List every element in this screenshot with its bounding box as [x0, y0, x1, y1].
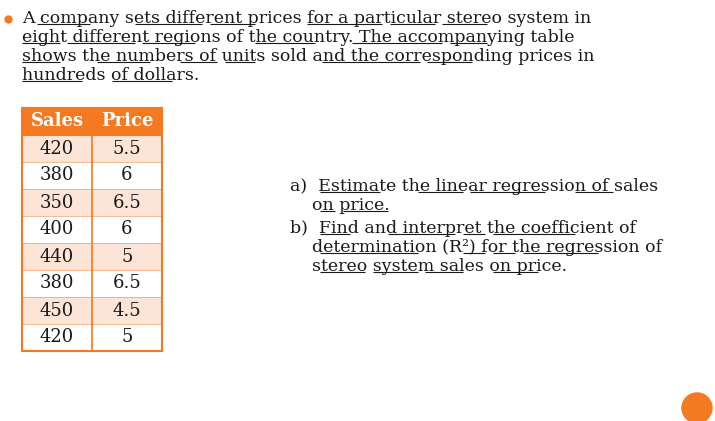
- Text: 4.5: 4.5: [113, 301, 142, 320]
- Bar: [22, 216, 162, 243]
- Text: 440: 440: [40, 248, 74, 266]
- Bar: [22, 108, 162, 351]
- Text: 6.5: 6.5: [113, 194, 142, 211]
- Circle shape: [682, 393, 712, 421]
- Text: 380: 380: [40, 274, 74, 293]
- Text: 6.5: 6.5: [113, 274, 142, 293]
- Bar: [22, 270, 162, 297]
- Text: 6: 6: [122, 221, 133, 239]
- Text: shows the numbers of units sold and the corresponding prices in: shows the numbers of units sold and the …: [22, 48, 594, 65]
- Text: b)  Find and interpret the coefficient of: b) Find and interpret the coefficient of: [290, 220, 636, 237]
- Text: a)  Estimate the linear regression of sales: a) Estimate the linear regression of sal…: [290, 178, 658, 195]
- Text: 5: 5: [122, 328, 133, 346]
- Text: determination (R²) for the regression of: determination (R²) for the regression of: [290, 239, 662, 256]
- Text: eight different regions of the country. The accompanying table: eight different regions of the country. …: [22, 29, 574, 46]
- Text: 450: 450: [40, 301, 74, 320]
- Text: stereo system sales on price.: stereo system sales on price.: [290, 258, 567, 275]
- Text: 350: 350: [40, 194, 74, 211]
- Bar: [22, 108, 162, 135]
- Text: on price.: on price.: [290, 197, 390, 214]
- Text: Price: Price: [101, 112, 153, 131]
- Text: hundreds of dollars.: hundreds of dollars.: [22, 67, 199, 84]
- Text: 380: 380: [40, 166, 74, 184]
- Bar: [22, 135, 162, 162]
- Bar: [22, 162, 162, 189]
- Bar: [22, 324, 162, 351]
- Bar: [22, 189, 162, 216]
- Text: A company sets different prices for a particular stereo system in: A company sets different prices for a pa…: [22, 10, 591, 27]
- Text: 5: 5: [122, 248, 133, 266]
- Bar: [22, 297, 162, 324]
- Text: 420: 420: [40, 139, 74, 157]
- Text: 6: 6: [122, 166, 133, 184]
- Text: 420: 420: [40, 328, 74, 346]
- Text: 400: 400: [40, 221, 74, 239]
- Text: Sales: Sales: [31, 112, 84, 131]
- Text: 5.5: 5.5: [113, 139, 142, 157]
- Bar: [22, 243, 162, 270]
